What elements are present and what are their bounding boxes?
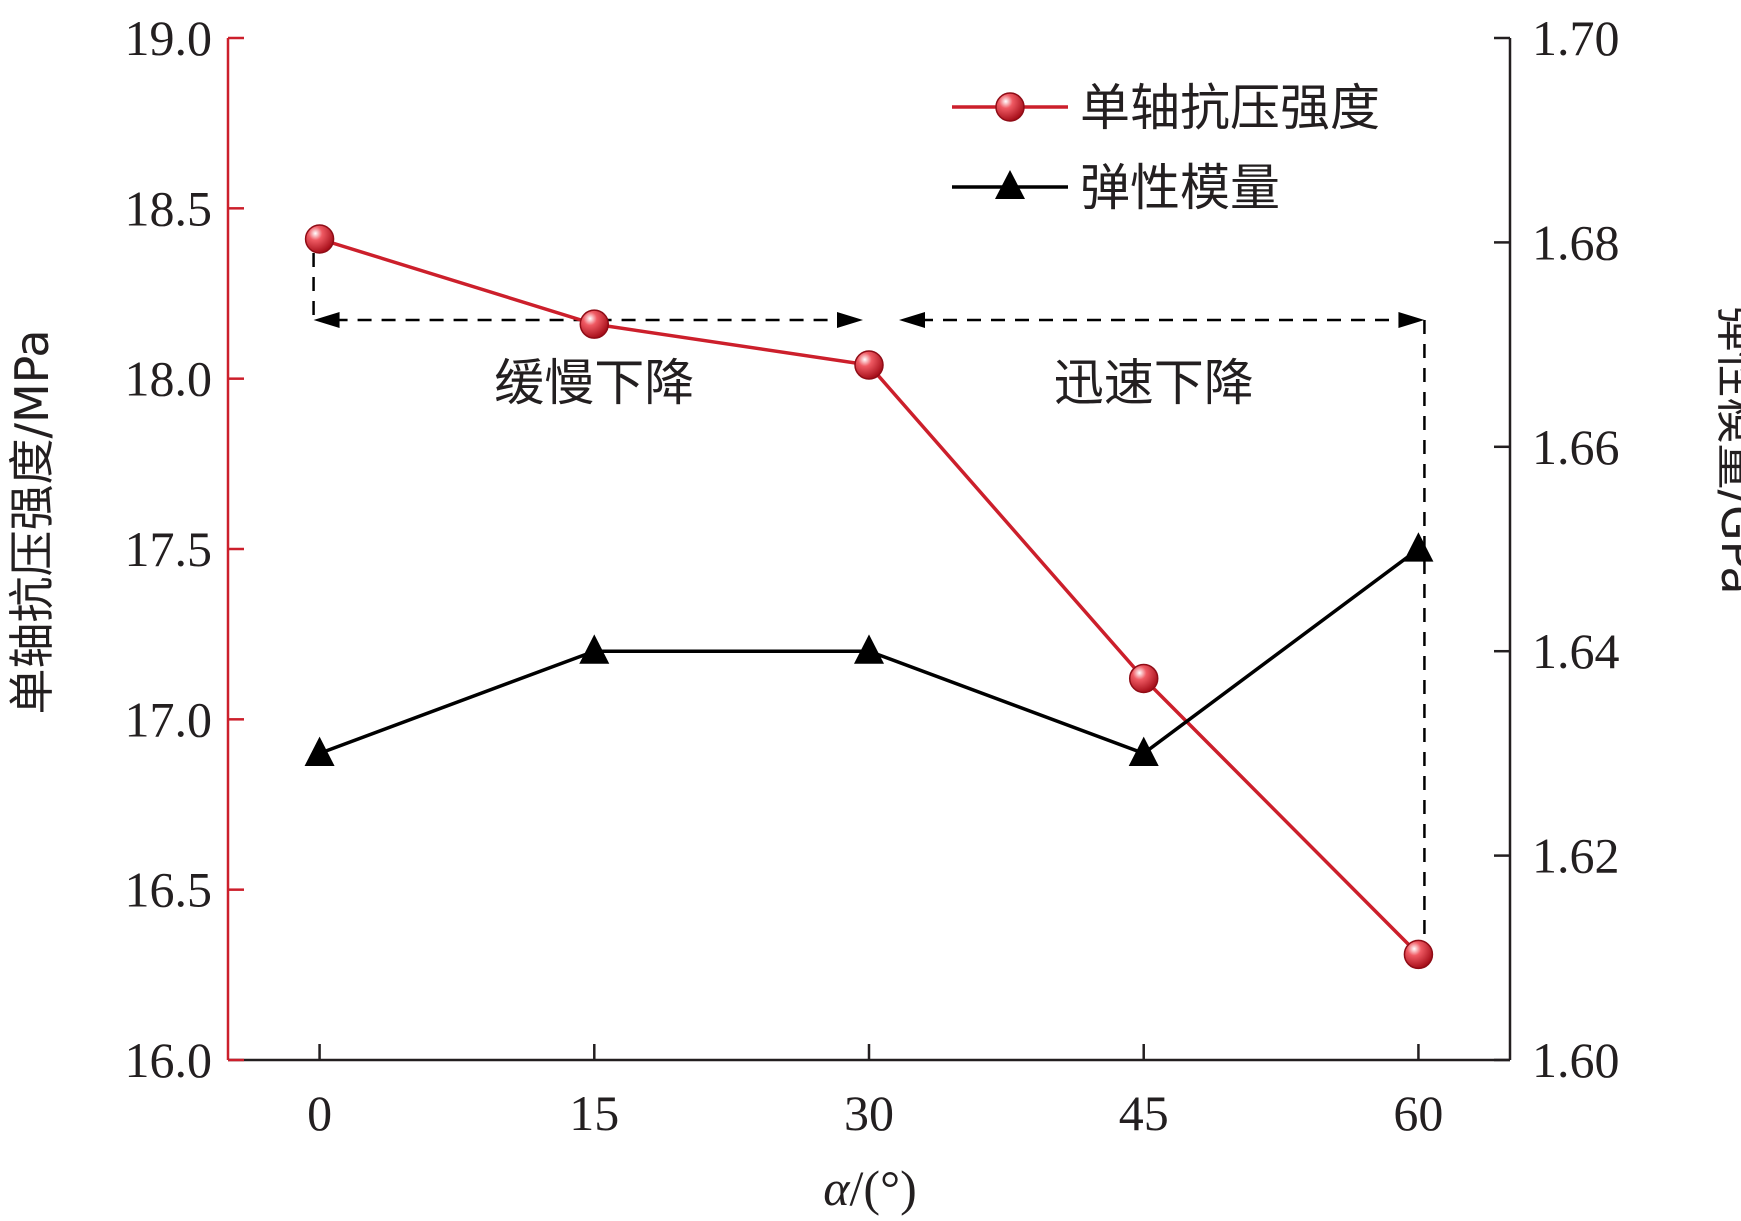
annotation-arrow-1-head-left [313, 312, 340, 328]
y-left-tick-label: 16.0 [125, 1032, 213, 1088]
data-point [1128, 663, 1159, 694]
x-axis-title: α/(°) [823, 1160, 916, 1216]
y-right-tick-label: 1.62 [1532, 828, 1620, 884]
axes: 16.0 16.5 17.0 17.5 18.0 18.5 19.0 1.60 1.62 1.64… [125, 10, 1620, 1141]
y-right-tick-label: 1.70 [1532, 10, 1620, 66]
legend-item: 单轴抗压强度 [952, 79, 1380, 137]
data-point [854, 350, 884, 380]
annotation-label: 缓慢下降 [494, 354, 694, 412]
data-point [1403, 532, 1434, 562]
annotation-arrow-2-head-right [1398, 312, 1425, 328]
x-axis-unit: /(°) [850, 1160, 917, 1216]
y-left-tick-label: 17.5 [125, 521, 213, 577]
legend-label: 弹性模量 [1080, 159, 1280, 217]
x-tick-label: 15 [569, 1085, 619, 1141]
data-point [854, 634, 884, 664]
series-1 [304, 224, 1434, 970]
annotations: 缓慢下降 迅速下降 [312, 252, 1426, 941]
x-tick-label: 60 [1393, 1085, 1443, 1141]
y-left-axis-title: 单轴抗压强度/MPa [5, 329, 59, 714]
annotation-label: 迅速下降 [1054, 354, 1254, 412]
x-axis-symbol: α [823, 1160, 851, 1216]
series-2 [304, 532, 1434, 766]
y-right-axis-title: 弹性模量/GPa [1711, 305, 1741, 594]
y-left-tick-label: 18.0 [125, 351, 213, 407]
y-left-tick-label: 18.5 [125, 180, 213, 236]
data-point [1403, 939, 1434, 970]
legend-label: 单轴抗压强度 [1080, 79, 1380, 137]
y-left-tick-label: 19.0 [125, 10, 213, 66]
y-left-tick-label: 16.5 [125, 862, 213, 918]
x-tick-label: 45 [1119, 1085, 1169, 1141]
data-point [579, 634, 610, 664]
data-point [1128, 736, 1159, 766]
data-point [579, 309, 610, 339]
series-layer [304, 224, 1434, 970]
y-right-tick-label: 1.64 [1532, 623, 1620, 679]
data-point [304, 224, 335, 254]
legend-marker [995, 92, 1025, 122]
series-line [319, 237, 1420, 956]
legend-item: 弹性模量 [952, 159, 1280, 217]
x-tick-label: 0 [307, 1085, 332, 1141]
legend-marker [995, 170, 1025, 199]
y-right-tick-label: 1.66 [1532, 419, 1620, 475]
y-right-tick-label: 1.60 [1532, 1032, 1620, 1088]
x-tick-label: 30 [844, 1085, 894, 1141]
y-left-tick-label: 17.0 [125, 691, 213, 747]
data-point [304, 736, 335, 766]
annotation-arrow-1-head-right [837, 312, 863, 328]
y-right-tick-label: 1.68 [1532, 214, 1620, 270]
annotation-arrow-2-head-left [899, 312, 925, 328]
